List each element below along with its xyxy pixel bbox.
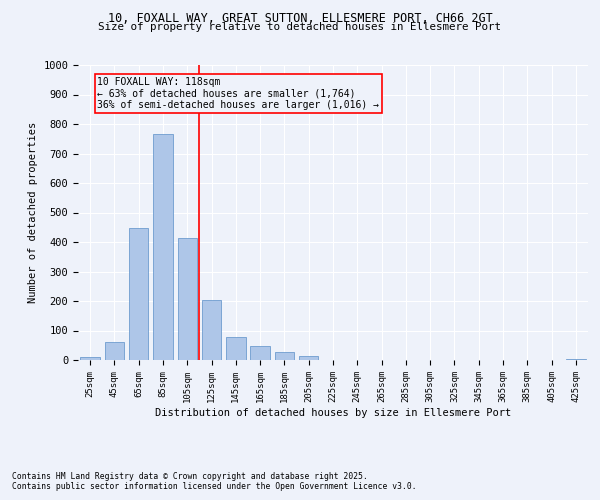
- Text: Size of property relative to detached houses in Ellesmere Port: Size of property relative to detached ho…: [98, 22, 502, 32]
- Bar: [299, 356, 319, 360]
- X-axis label: Distribution of detached houses by size in Ellesmere Port: Distribution of detached houses by size …: [155, 408, 511, 418]
- Text: 10 FOXALL WAY: 118sqm
← 63% of detached houses are smaller (1,764)
36% of semi-d: 10 FOXALL WAY: 118sqm ← 63% of detached …: [97, 77, 379, 110]
- Bar: [105, 342, 124, 360]
- Text: Contains HM Land Registry data © Crown copyright and database right 2025.: Contains HM Land Registry data © Crown c…: [12, 472, 368, 481]
- Bar: [250, 346, 270, 360]
- Bar: [226, 338, 245, 360]
- Text: Contains public sector information licensed under the Open Government Licence v3: Contains public sector information licen…: [12, 482, 416, 491]
- Bar: [275, 352, 294, 360]
- Text: 10, FOXALL WAY, GREAT SUTTON, ELLESMERE PORT, CH66 2GT: 10, FOXALL WAY, GREAT SUTTON, ELLESMERE …: [107, 12, 493, 26]
- Bar: [202, 300, 221, 360]
- Bar: [178, 238, 197, 360]
- Y-axis label: Number of detached properties: Number of detached properties: [28, 122, 38, 303]
- Bar: [566, 359, 586, 360]
- Bar: [80, 357, 100, 360]
- Bar: [153, 134, 173, 360]
- Bar: [129, 228, 148, 360]
